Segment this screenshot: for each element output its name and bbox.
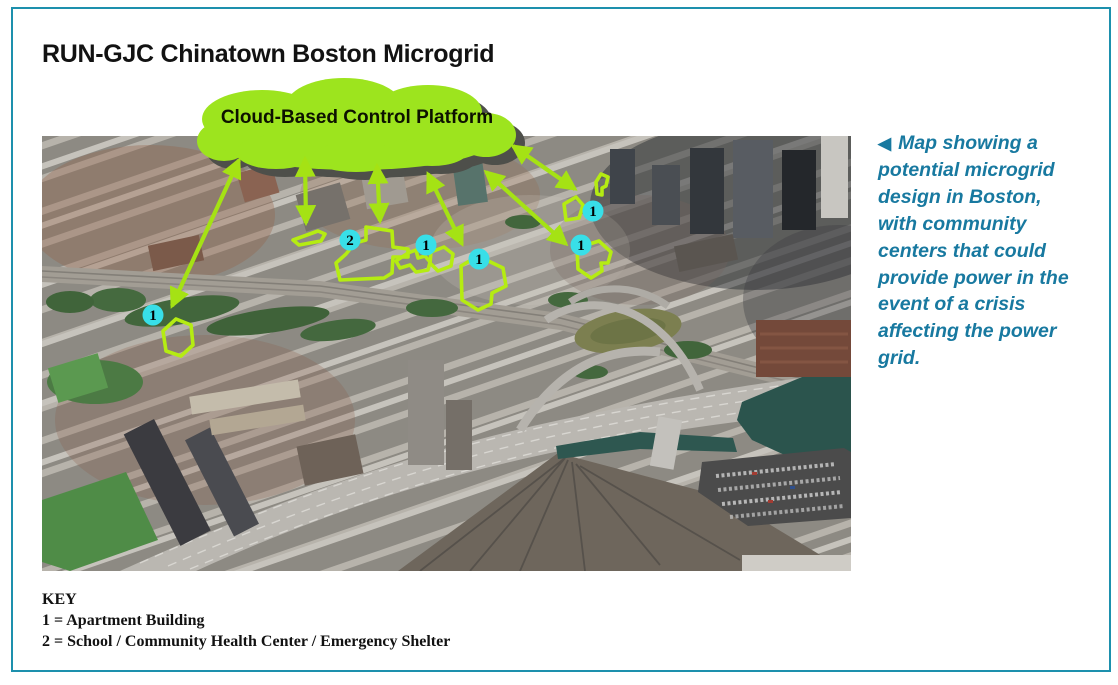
map-badge: 2 bbox=[339, 229, 361, 251]
map-badge: 1 bbox=[468, 248, 490, 270]
connection-arrow bbox=[483, 169, 569, 247]
map-image bbox=[42, 136, 851, 571]
building-outline-small bbox=[594, 172, 610, 197]
key-heading: KEY bbox=[42, 591, 77, 608]
page-title: RUN-GJC Chinatown Boston Microgrid bbox=[42, 40, 495, 68]
svg-text:1: 1 bbox=[577, 238, 585, 254]
connection-arrow bbox=[169, 157, 242, 309]
building-outline-apartment-east bbox=[575, 239, 613, 280]
key-entry: 1 = Apartment Building bbox=[42, 612, 205, 630]
cloud-connection-arrows bbox=[169, 144, 578, 309]
map-badges: 1 2 1 1 1 1 bbox=[142, 200, 604, 326]
building-outline-hex bbox=[428, 245, 455, 273]
figure-caption: ◀ Map showing a potential microgrid desig… bbox=[878, 130, 1084, 372]
svg-text:1: 1 bbox=[149, 308, 157, 324]
caption-text: Map showing a potential microgrid design… bbox=[878, 132, 1069, 370]
map-badge: 1 bbox=[570, 234, 592, 256]
map-key: KEY 1 = Apartment Building 2 = School / … bbox=[42, 589, 450, 652]
svg-text:2: 2 bbox=[346, 233, 354, 249]
cloud-shape bbox=[197, 78, 525, 180]
building-outline-chain bbox=[394, 248, 432, 274]
svg-text:1: 1 bbox=[475, 252, 483, 268]
svg-text:1: 1 bbox=[422, 238, 430, 254]
left-triangle-icon: ◀ bbox=[878, 134, 892, 153]
connection-arrow bbox=[294, 155, 317, 227]
map-badge: 1 bbox=[415, 234, 437, 256]
connection-arrow bbox=[510, 144, 578, 191]
map-badge: 1 bbox=[582, 200, 604, 222]
building-outline-apartment-west bbox=[161, 317, 195, 358]
connection-arrow bbox=[426, 171, 464, 247]
connection-arrow bbox=[367, 162, 390, 225]
building-outline-sliver bbox=[291, 229, 327, 247]
key-entry: 2 = School / Community Health Center / E… bbox=[42, 633, 451, 651]
svg-text:1: 1 bbox=[589, 204, 597, 220]
map-badge: 1 bbox=[142, 304, 164, 326]
cloud-platform-label: Cloud-Based Control Platform bbox=[220, 107, 494, 128]
